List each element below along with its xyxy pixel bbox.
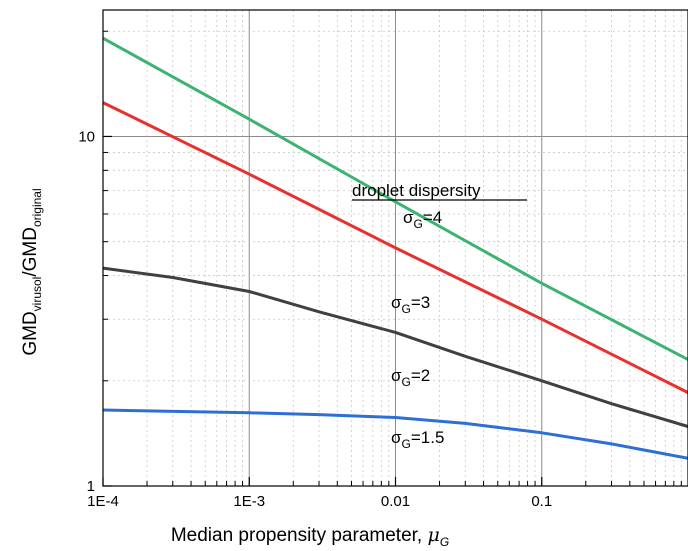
y-tick-label: 10 [78,128,95,145]
annotation-title: droplet dispersity [352,181,481,200]
series-line-3 [102,408,688,460]
series-label-sigma-4: σG=4 [403,208,442,231]
series-layer [102,36,688,460]
y-tick-label: 1 [87,478,95,495]
series-line-2 [102,266,688,428]
x-axis-title: Median propensity parameter, μG [171,524,449,549]
x-tick-label: 1E-3 [233,493,265,510]
x-tick-label: 1E-4 [87,493,119,510]
x-tick-label: 0.01 [381,493,410,510]
series-label-sigma-2: σG=2 [391,366,430,389]
grid [103,10,688,486]
series-line-1 [102,101,688,394]
series-label-sigma-3: σG=3 [391,293,430,316]
ticks: 1E-4 1E-3 0.01 0.1 1 10 [78,30,682,510]
series-line-0 [102,36,688,361]
x-tick-label: 0.1 [531,493,552,510]
y-axis-title: GMDvirusol/GMDoriginal [20,188,44,355]
series-label-sigma-1-5: σG=1.5 [391,428,444,451]
